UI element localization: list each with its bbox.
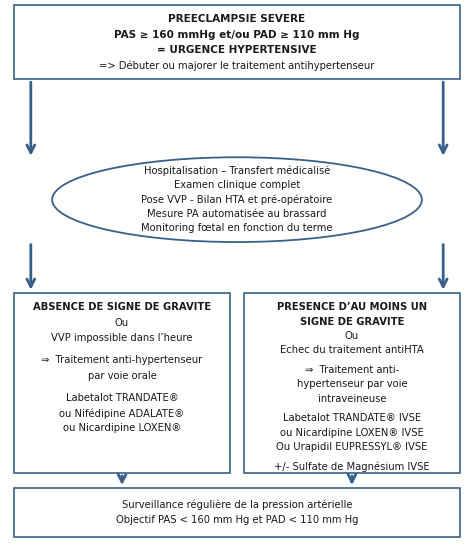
Text: Ou: Ou [345, 331, 359, 341]
Text: SIGNE DE GRAVITE: SIGNE DE GRAVITE [300, 317, 404, 327]
Text: Surveillance régulière de la pression artérielle: Surveillance régulière de la pression ar… [122, 499, 352, 510]
Text: Hospitalisation – Transfert médicalisé: Hospitalisation – Transfert médicalisé [144, 166, 330, 177]
Bar [14, 5, 460, 79]
Text: ⇒  Traitement anti-: ⇒ Traitement anti- [305, 365, 399, 375]
Text: ou Nifédipine ADALATE®: ou Nifédipine ADALATE® [60, 408, 184, 418]
Text: hypertenseur par voie: hypertenseur par voie [297, 379, 407, 389]
Text: = URGENCE HYPERTENSIVE: = URGENCE HYPERTENSIVE [157, 45, 317, 55]
Text: Examen clinique complet: Examen clinique complet [174, 181, 300, 190]
Bar [14, 488, 460, 537]
Text: ⇒  Traitement anti-hypertenseur: ⇒ Traitement anti-hypertenseur [41, 356, 203, 365]
Text: Labetalot TRANDATE®: Labetalot TRANDATE® [66, 393, 178, 403]
Text: intraveineuse: intraveineuse [318, 393, 386, 404]
Text: PREECLAMPSIE SEVERE: PREECLAMPSIE SEVERE [168, 14, 306, 25]
Text: Echec du traitement antiHTA: Echec du traitement antiHTA [280, 345, 424, 355]
Text: => Débuter ou majorer le traitement antihypertenseur: => Débuter ou majorer le traitement anti… [100, 60, 374, 71]
Text: Ou: Ou [115, 318, 129, 328]
Text: ou Nicardipine LOXEN®: ou Nicardipine LOXEN® [63, 423, 181, 433]
Text: Ou Urapidil EUPRESSYL® IVSE: Ou Urapidil EUPRESSYL® IVSE [276, 442, 428, 452]
Bar [14, 293, 230, 473]
Text: ou Nicardipine LOXEN® IVSE: ou Nicardipine LOXEN® IVSE [280, 428, 424, 438]
Text: Monitoring fœtal en fonction du terme: Monitoring fœtal en fonction du terme [141, 223, 333, 233]
Text: VVP impossible dans l’heure: VVP impossible dans l’heure [51, 333, 193, 343]
Text: par voie orale: par voie orale [88, 371, 156, 381]
Text: +/- Sulfate de Magnésium IVSE: +/- Sulfate de Magnésium IVSE [274, 462, 430, 472]
Text: ABSENCE DE SIGNE DE GRAVITE: ABSENCE DE SIGNE DE GRAVITE [33, 302, 211, 312]
Text: PRESENCE D’AU MOINS UN: PRESENCE D’AU MOINS UN [277, 302, 427, 312]
Text: Objectif PAS < 160 mm Hg et PAD < 110 mm Hg: Objectif PAS < 160 mm Hg et PAD < 110 mm… [116, 515, 358, 525]
Text: Labetalot TRANDATE® IVSE: Labetalot TRANDATE® IVSE [283, 414, 421, 423]
Bar [244, 293, 460, 473]
Text: Pose VVP - Bilan HTA et pré-opératoire: Pose VVP - Bilan HTA et pré-opératoire [141, 194, 333, 205]
Ellipse shape [52, 158, 422, 242]
Text: PAS ≥ 160 mmHg et/ou PAD ≥ 110 mm Hg: PAS ≥ 160 mmHg et/ou PAD ≥ 110 mm Hg [114, 30, 360, 40]
Text: Mesure PA automatisée au brassard: Mesure PA automatisée au brassard [147, 209, 327, 219]
